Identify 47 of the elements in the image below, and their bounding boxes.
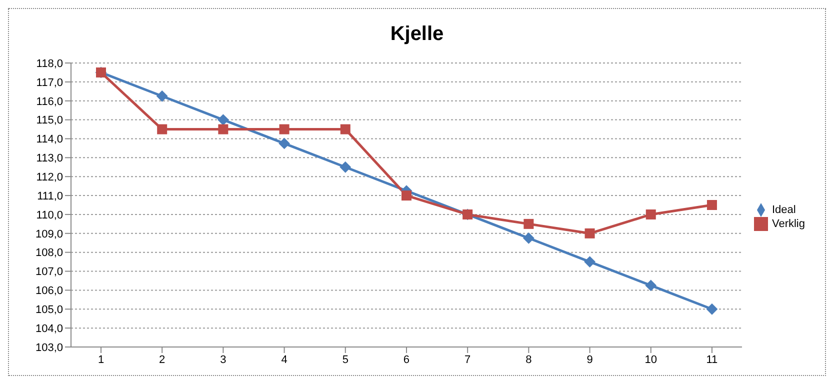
y-tick-label: 108,0 [35, 247, 63, 260]
x-tick-label: 10 [644, 354, 657, 366]
x-tick-label: 3 [220, 354, 226, 366]
point [401, 190, 412, 201]
y-tick-label: 106,0 [35, 285, 63, 298]
legend-label: Verklig [772, 218, 805, 230]
y-tick-label: 107,0 [35, 266, 63, 278]
point [706, 304, 718, 315]
x-tick-label: 8 [526, 354, 532, 366]
point [278, 138, 290, 149]
x-tick-label: 11 [706, 354, 718, 366]
y-tick-label: 111,0 [37, 190, 63, 202]
x-tick-label: 2 [159, 354, 166, 366]
x-tick-label: 4 [281, 354, 288, 366]
point [645, 280, 656, 291]
y-tick-label: 103,0 [35, 342, 63, 354]
x-tick-label: 5 [342, 354, 348, 366]
x-tick-label: 1 [98, 354, 104, 366]
point [706, 200, 717, 210]
point [156, 90, 168, 102]
y-tick-label: 112,0 [36, 172, 63, 184]
y-tick-label: 115,0 [36, 114, 63, 127]
point [584, 228, 595, 238]
legend-label: Ideal [772, 204, 796, 216]
point [218, 114, 229, 126]
point [523, 232, 534, 244]
y-tick-label: 118,0 [36, 58, 63, 70]
point [584, 256, 596, 268]
y-tick-label: 113,0 [36, 152, 63, 165]
x-tick-label: 9 [586, 354, 593, 366]
y-tick-label: 109,0 [35, 228, 63, 240]
point [524, 218, 534, 229]
y-tick-label: 105,0 [35, 304, 63, 316]
point [646, 209, 656, 220]
y-tick-label: 117,0 [36, 76, 63, 89]
x-tick-label: 7 [464, 354, 471, 366]
point [279, 124, 290, 134]
point [340, 162, 351, 173]
x-tick-label: 6 [403, 354, 410, 366]
point [218, 124, 228, 134]
y-tick-label: 114,0 [36, 134, 63, 146]
y-tick-label: 104,0 [35, 322, 63, 335]
y-tick-label: 110,0 [36, 209, 63, 222]
point [157, 124, 168, 134]
point [340, 124, 350, 134]
y-tick-label: 116,0 [36, 96, 63, 108]
chart-title: Kjelle [389, 22, 445, 47]
